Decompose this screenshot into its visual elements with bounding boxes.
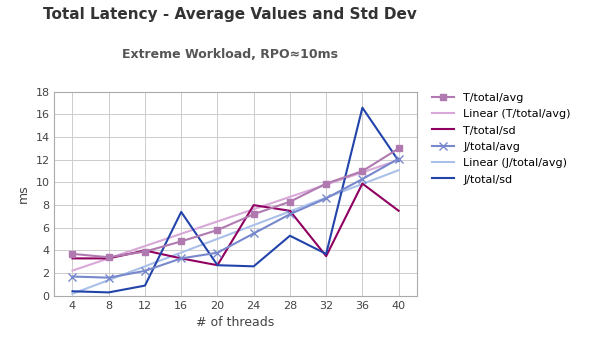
J/total/sd xyxy=(214,263,221,267)
Line: J/total/avg: J/total/avg xyxy=(68,154,403,282)
Linear (T/total/avg) xyxy=(250,207,257,211)
Linear (T/total/avg) xyxy=(178,232,185,236)
T/total/sd xyxy=(286,209,294,213)
J/total/sd xyxy=(69,289,76,293)
Line: J/total/sd: J/total/sd xyxy=(72,108,399,292)
T/total/avg xyxy=(105,255,112,259)
T/total/sd xyxy=(69,256,76,260)
Linear (J/total/avg) xyxy=(214,237,221,241)
Linear (J/total/avg) xyxy=(359,182,366,186)
Linear (T/total/avg) xyxy=(359,170,366,174)
Line: T/total/avg: T/total/avg xyxy=(69,145,402,261)
Y-axis label: ms: ms xyxy=(17,185,30,203)
T/total/avg xyxy=(141,250,149,254)
Linear (J/total/avg) xyxy=(395,168,402,172)
Linear (T/total/avg) xyxy=(141,244,149,248)
T/total/avg xyxy=(178,239,185,243)
Text: Extreme Workload, RPO≈10ms: Extreme Workload, RPO≈10ms xyxy=(121,48,338,61)
T/total/sd xyxy=(323,254,330,258)
Line: T/total/sd: T/total/sd xyxy=(72,184,399,265)
T/total/avg xyxy=(250,212,257,216)
J/total/avg xyxy=(250,232,257,236)
Linear (J/total/avg) xyxy=(69,292,76,296)
J/total/avg xyxy=(323,196,330,200)
Linear (T/total/avg) xyxy=(105,256,112,260)
Linear (T/total/avg) xyxy=(286,195,294,199)
Linear (T/total/avg) xyxy=(323,183,330,187)
J/total/avg xyxy=(359,177,366,181)
T/total/avg xyxy=(286,200,294,204)
Linear (J/total/avg) xyxy=(178,251,185,255)
Linear (J/total/avg) xyxy=(323,195,330,200)
T/total/sd xyxy=(250,203,257,207)
J/total/sd xyxy=(105,290,112,294)
J/total/avg xyxy=(178,256,185,260)
J/total/sd xyxy=(395,159,402,163)
Linear (J/total/avg) xyxy=(105,278,112,282)
T/total/avg xyxy=(323,182,330,186)
J/total/avg xyxy=(105,276,112,280)
Linear (T/total/avg) xyxy=(69,269,76,273)
Linear (J/total/avg) xyxy=(141,264,149,268)
T/total/avg xyxy=(69,252,76,256)
Line: Linear (J/total/avg): Linear (J/total/avg) xyxy=(72,170,399,294)
J/total/sd xyxy=(141,284,149,288)
J/total/avg xyxy=(69,274,76,278)
Linear (J/total/avg) xyxy=(250,223,257,227)
T/total/sd xyxy=(395,209,402,213)
J/total/avg xyxy=(286,212,294,216)
Linear (T/total/avg) xyxy=(214,219,221,223)
Line: Linear (T/total/avg): Linear (T/total/avg) xyxy=(72,160,399,271)
J/total/avg xyxy=(214,251,221,255)
T/total/sd xyxy=(105,256,112,260)
J/total/sd xyxy=(359,106,366,110)
Linear (J/total/avg) xyxy=(286,209,294,214)
J/total/sd xyxy=(250,264,257,268)
J/total/sd xyxy=(323,252,330,256)
X-axis label: # of threads: # of threads xyxy=(196,316,275,329)
T/total/avg xyxy=(214,228,221,232)
Text: Total Latency - Average Values and Std Dev: Total Latency - Average Values and Std D… xyxy=(43,7,416,22)
T/total/avg xyxy=(395,147,402,151)
T/total/sd xyxy=(178,256,185,260)
J/total/avg xyxy=(141,269,149,273)
T/total/sd xyxy=(141,249,149,253)
J/total/avg xyxy=(395,157,402,161)
Legend: T/total/avg, Linear (T/total/avg), T/total/sd, J/total/avg, Linear (J/total/avg): T/total/avg, Linear (T/total/avg), T/tot… xyxy=(428,88,575,189)
T/total/sd xyxy=(359,182,366,186)
J/total/sd xyxy=(178,210,185,214)
T/total/avg xyxy=(359,169,366,173)
J/total/sd xyxy=(286,234,294,238)
T/total/sd xyxy=(214,263,221,267)
Linear (T/total/avg) xyxy=(395,158,402,162)
